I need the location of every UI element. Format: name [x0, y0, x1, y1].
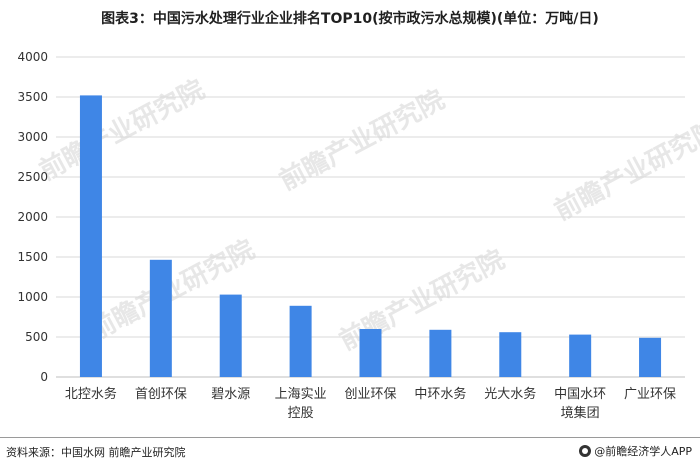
- bar: [79, 95, 102, 378]
- source-note: 资料来源：中国水网 前瞻产业研究院: [6, 446, 186, 459]
- x-tick-label: 首创环保: [135, 387, 187, 402]
- y-tick-label: 500: [25, 330, 48, 344]
- y-tick-label: 3000: [17, 130, 48, 144]
- y-tick-label: 1500: [17, 250, 48, 264]
- brand-label: @前瞻经济学人APP: [594, 445, 692, 458]
- bar: [149, 259, 172, 377]
- x-tick-label: 广业环保: [624, 387, 676, 402]
- bar-chart: 0 500 1000 1500 2000 2500 3000 3500 4000 北控水务 首创环保…: [17, 50, 685, 421]
- footer-divider: [0, 437, 700, 438]
- y-tick-label: 2500: [17, 170, 48, 184]
- x-tick-label: 创业环保: [344, 387, 396, 402]
- bar: [359, 329, 382, 377]
- x-tick-label: 北控水务: [65, 386, 117, 402]
- brand-credit: @前瞻经济学人APP: [579, 443, 692, 459]
- x-tick-label: 控股: [288, 406, 314, 421]
- brand-logo-icon: [579, 445, 592, 457]
- y-tick-label: 1000: [17, 290, 48, 304]
- x-tick-label: 境集团: [561, 405, 600, 421]
- x-tick-label: 上海实业: [275, 387, 327, 402]
- y-tick-label: 4000: [17, 50, 48, 64]
- bar: [499, 332, 522, 377]
- bar: [429, 329, 452, 377]
- chart-title: 图表3：中国污水处理行业企业排名TOP10(按市政污水总规模)(单位：万吨/日): [101, 11, 599, 27]
- bar: [219, 294, 242, 377]
- bar: [289, 305, 312, 377]
- x-tick-label: 碧水源: [211, 387, 250, 402]
- x-tick-label: 中环水务: [414, 386, 466, 402]
- y-tick-label: 0: [40, 370, 48, 384]
- y-tick-label: 3500: [17, 90, 48, 104]
- bar: [569, 334, 592, 377]
- bar: [639, 337, 662, 377]
- x-tick-label: 中国水环: [554, 387, 606, 402]
- y-tick-label: 2000: [17, 210, 48, 224]
- x-tick-label: 光大水务: [484, 386, 536, 402]
